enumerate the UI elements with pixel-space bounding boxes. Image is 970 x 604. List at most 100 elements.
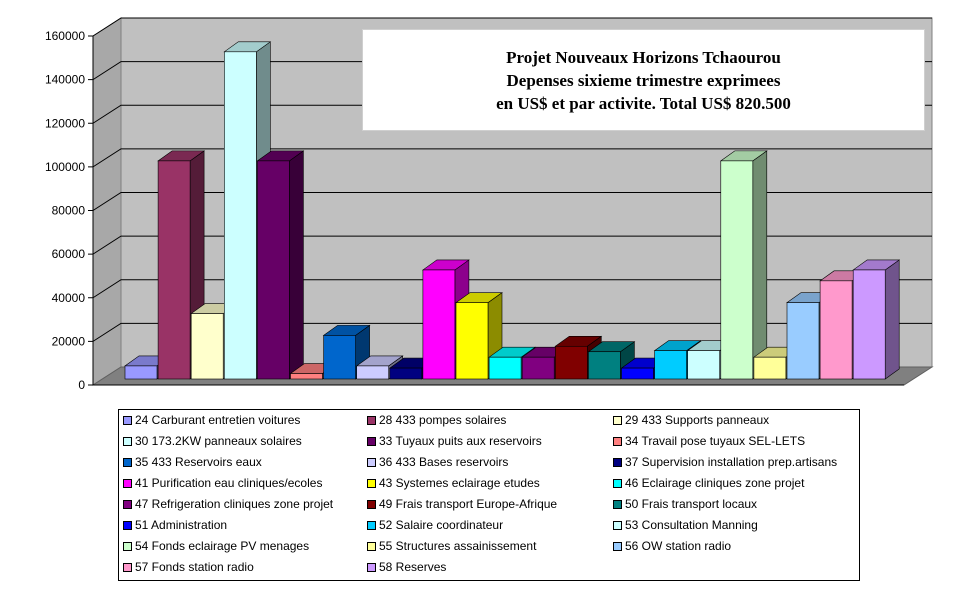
legend-item: 53 Consultation Manning [613, 517, 758, 533]
legend-item: 29 433 Supports panneaux [613, 412, 769, 428]
legend-swatch [613, 499, 622, 509]
legend-item: 24 Carburant entretien voitures [123, 412, 300, 428]
chart-legend: 24 Carburant entretien voitures 28 433 po… [118, 409, 860, 581]
legend-label: 34 Travail pose tuyaux SEL-LETS [625, 434, 806, 448]
legend-label: 49 Frais transport Europe-Afrique [379, 497, 558, 511]
bar [753, 356, 787, 380]
bar [521, 356, 555, 380]
y-tick-label: 80000 [52, 204, 86, 218]
legend-item: 52 Salaire coordinateur [367, 517, 503, 533]
legend-item: 57 Fonds station radio [123, 559, 254, 575]
legend-item: 41 Purification eau cliniques/ecoles [123, 475, 322, 491]
legend-label: 54 Fonds eclairage PV menages [135, 539, 310, 553]
legend-label: 30 173.2KW panneaux solaires [135, 434, 302, 448]
legend-swatch [367, 457, 376, 467]
bar [389, 367, 423, 380]
legend-swatch [613, 457, 622, 467]
bar [356, 365, 390, 380]
legend-swatch [123, 499, 132, 509]
legend-swatch [123, 478, 132, 488]
legend-swatch [613, 478, 622, 488]
legend-label: 56 OW station radio [625, 539, 732, 553]
legend-swatch [613, 436, 622, 446]
legend-swatch [613, 415, 622, 425]
legend-label: 50 Frais transport locaux [625, 497, 758, 511]
y-tick-label: 40000 [52, 291, 86, 305]
legend-swatch [123, 457, 132, 467]
bar [852, 269, 886, 380]
legend-swatch [367, 562, 376, 572]
bar [687, 350, 721, 380]
legend-label: 55 Structures assainissement [379, 539, 537, 553]
legend-label: 47 Refrigeration cliniques zone projet [135, 497, 334, 511]
legend-label: 41 Purification eau cliniques/ecoles [135, 476, 323, 490]
y-tick-label: 140000 [45, 73, 85, 87]
bar [819, 280, 853, 380]
legend-item: 46 Eclairage cliniques zone projet [613, 475, 804, 491]
bar [422, 269, 456, 380]
legend-label: 36 433 Bases reservoirs [379, 455, 509, 469]
legend-item: 50 Frais transport locaux [613, 496, 757, 512]
bar-side [289, 150, 304, 380]
bar [455, 302, 489, 380]
bar [588, 351, 621, 380]
bar [157, 160, 191, 380]
legend-item: 37 Supervision installation prep.artisan… [613, 454, 837, 470]
legend-label: 33 Tuyaux puits aux reservoirs [379, 434, 542, 448]
legend-swatch [367, 478, 376, 488]
legend-label: 24 Carburant entretien voitures [135, 413, 301, 427]
legend-item: 47 Refrigeration cliniques zone projet [123, 496, 333, 512]
y-tick-label: 120000 [45, 116, 85, 130]
legend-item: 34 Travail pose tuyaux SEL-LETS [613, 433, 805, 449]
bar [654, 350, 687, 380]
legend-item: 58 Reserves [367, 559, 446, 575]
legend-label: 43 Systemes eclairage etudes [379, 476, 540, 490]
legend-label: 28 433 pompes solaires [379, 413, 507, 427]
legend-swatch [367, 541, 376, 551]
bar [257, 160, 290, 380]
bar [190, 313, 224, 380]
legend-label: 46 Eclairage cliniques zone projet [625, 476, 805, 490]
legend-swatch [123, 436, 132, 446]
legend-label: 52 Salaire coordinateur [379, 518, 504, 532]
y-tick-label: 20000 [52, 334, 86, 348]
legend-swatch [613, 541, 622, 551]
chart-title-box: Projet Nouveaux Horizons Tchaourou Depen… [362, 29, 925, 131]
legend-item: 55 Structures assainissement [367, 538, 536, 554]
legend-label: 35 433 Reservoirs eaux [135, 455, 262, 469]
legend-item: 51 Administration [123, 517, 227, 533]
legend-label: 53 Consultation Manning [625, 518, 758, 532]
y-gridline [92, 322, 932, 342]
y-tick-label: 160000 [45, 29, 85, 43]
legend-swatch [367, 499, 376, 509]
bar [621, 367, 654, 380]
y-gridline [92, 17, 932, 37]
legend-item: 54 Fonds eclairage PV menages [123, 538, 309, 554]
legend-item: 28 433 pompes solaires [367, 412, 506, 428]
chart-title-line-2: Depenses sixieme trimestre exprimees [506, 70, 781, 90]
legend-item: 49 Frais transport Europe-Afrique [367, 496, 557, 512]
legend-swatch [123, 562, 132, 572]
legend-item: 36 433 Bases reservoirs [367, 454, 508, 470]
bar [124, 365, 158, 380]
legend-item: 35 433 Reservoirs eaux [123, 454, 262, 470]
bar [554, 345, 588, 380]
legend-label: 29 433 Supports panneaux [625, 413, 770, 427]
legend-swatch [613, 520, 622, 530]
legend-item: 30 173.2KW panneaux solaires [123, 433, 302, 449]
y-gridline [92, 235, 932, 255]
y-tick-label: 100000 [45, 160, 85, 174]
legend-swatch [123, 541, 132, 551]
bar-side [752, 150, 768, 380]
legend-label: 57 Fonds station radio [135, 560, 254, 574]
bar [720, 160, 754, 380]
y-tick-label: 0 [78, 378, 85, 392]
legend-swatch [367, 436, 376, 446]
bar [290, 373, 323, 380]
legend-swatch [367, 520, 376, 530]
chart-title-line-3: en US$ et par activite. Total US$ 820.50… [496, 93, 791, 113]
y-gridline [92, 279, 932, 299]
y-gridline [92, 192, 932, 211]
bar [224, 51, 257, 380]
